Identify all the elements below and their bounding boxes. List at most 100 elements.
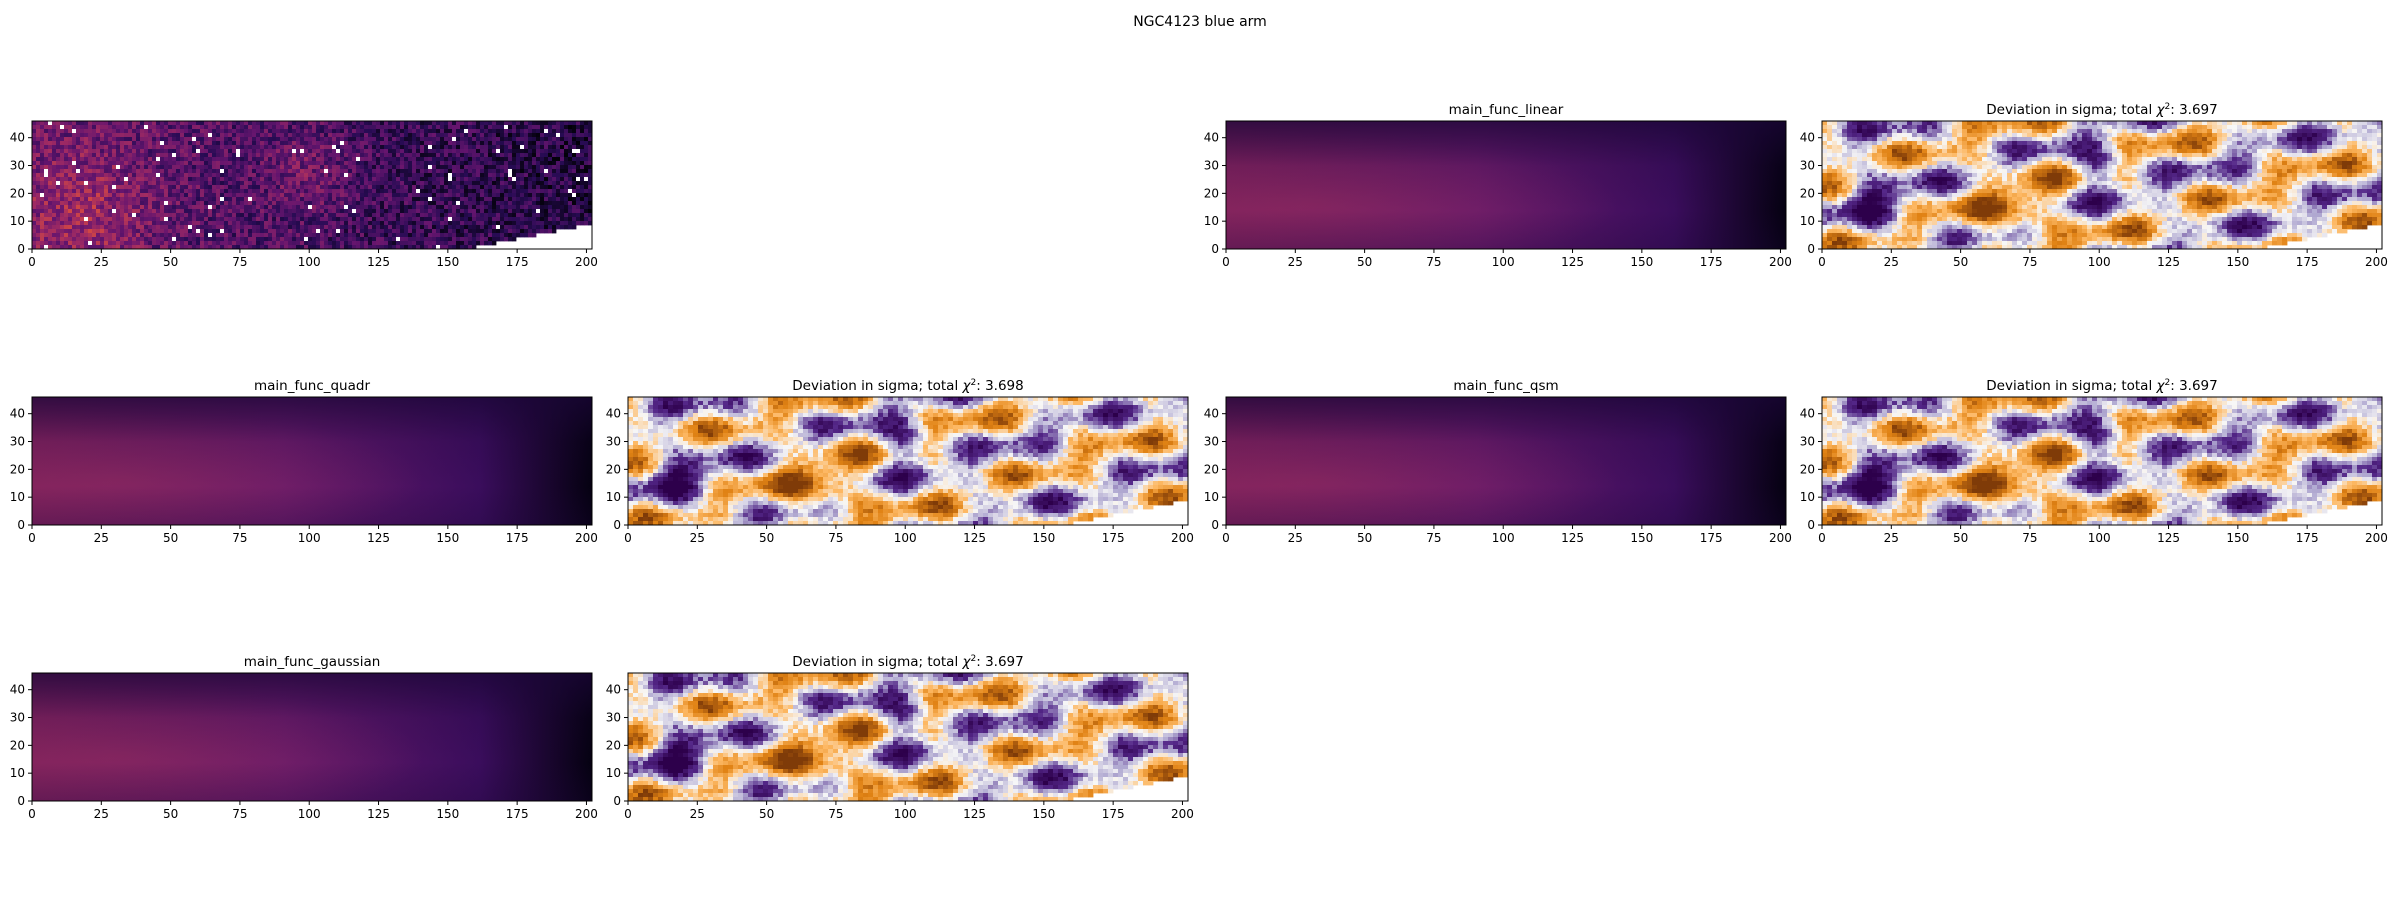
qsm-model-xtick-label: 200 <box>1769 531 1792 545</box>
gaussian-deviation-xtick-label: 75 <box>828 807 843 821</box>
qsm-model-xtick-label: 175 <box>1700 531 1723 545</box>
qsm-deviation-xtick-label: 100 <box>2088 531 2111 545</box>
qsm-deviation-ytick-label: 10 <box>1800 490 1815 504</box>
qsm-deviation-xtick-label: 175 <box>2296 531 2319 545</box>
linear-model-xtick-label: 125 <box>1561 255 1584 269</box>
quadr-deviation-xtick-label: 75 <box>828 531 843 545</box>
gaussian-deviation-ytick-label: 40 <box>606 683 621 697</box>
quadr-deviation-ytick-label: 20 <box>606 462 621 476</box>
linear-deviation-ytick-label: 0 <box>1807 242 1815 256</box>
gaussian-deviation-panel: 0 25 50 75 100 125 150 175 200 0 10 20 30 40 Deviation… <box>606 654 1194 821</box>
data-xtick-label: 0 <box>28 255 36 269</box>
linear-model-xtick-label: 175 <box>1700 255 1723 269</box>
data-ytick-label: 40 <box>10 131 25 145</box>
data-xtick-label: 50 <box>163 255 178 269</box>
gaussian-model-xtick-label: 200 <box>575 807 598 821</box>
linear-deviation-ytick-label: 20 <box>1800 186 1815 200</box>
linear-deviation-xtick-label: 75 <box>2022 255 2037 269</box>
gaussian-model-ytick-label: 0 <box>17 794 25 808</box>
gaussian-model-ytick-label: 40 <box>10 683 25 697</box>
qsm-deviation-panel: 0 25 50 75 100 125 150 175 200 0 10 20 30 40 Deviation… <box>1800 378 2388 545</box>
quadr-deviation-xtick-label: 50 <box>759 531 774 545</box>
qsm-deviation-ytick-label: 0 <box>1807 518 1815 532</box>
qsm-model-ytick-label: 0 <box>1211 518 1219 532</box>
qsm-model-xtick-label: 150 <box>1630 531 1653 545</box>
gaussian-model-ytick-label: 30 <box>10 711 25 725</box>
linear-deviation-xtick-label: 100 <box>2088 255 2111 269</box>
quadr-deviation-panel: 0 25 50 75 100 125 150 175 200 0 10 20 30 40 Deviation… <box>606 378 1194 545</box>
quadr-model-xtick-label: 50 <box>163 531 178 545</box>
linear-model-xtick-label: 200 <box>1769 255 1792 269</box>
quadr-deviation-title: Deviation in sigma; total χ2: 3.698 <box>792 378 1023 394</box>
linear-model-ytick-label: 0 <box>1211 242 1219 256</box>
quadr-deviation-image <box>628 397 1188 525</box>
data-image <box>32 121 592 249</box>
qsm-model-axes-frame <box>1225 396 1787 526</box>
linear-model-axes-frame <box>1225 120 1787 250</box>
gaussian-deviation-xtick-label: 25 <box>690 807 705 821</box>
quadr-model-xtick-label: 125 <box>367 531 390 545</box>
quadr-model-panel: 0 25 50 75 100 125 150 175 200 0 10 20 30 40 main_func… <box>10 378 598 545</box>
qsm-deviation-ytick-label: 40 <box>1800 407 1815 421</box>
quadr-model-xtick-label: 150 <box>436 531 459 545</box>
qsm-model-ytick-label: 40 <box>1204 407 1219 421</box>
qsm-model-xtick-label: 100 <box>1492 531 1515 545</box>
quadr-deviation-ytick-label: 30 <box>606 435 621 449</box>
gaussian-model-image <box>32 673 592 801</box>
qsm-model-ytick-label: 30 <box>1204 435 1219 449</box>
linear-model-xtick-label: 75 <box>1426 255 1441 269</box>
linear-model-xtick-label: 0 <box>1222 255 1230 269</box>
quadr-model-title: main_func_quadr <box>254 378 370 394</box>
linear-deviation-image <box>1822 121 2382 249</box>
gaussian-deviation-ytick-label: 20 <box>606 738 621 752</box>
linear-model-xtick-label: 50 <box>1357 255 1372 269</box>
qsm-deviation-axes-frame <box>1821 396 2383 526</box>
gaussian-deviation-axes-frame <box>627 672 1189 802</box>
qsm-model-panel: 0 25 50 75 100 125 150 175 200 0 10 20 30 40 main_func… <box>1204 378 1792 545</box>
linear-model-ytick-label: 10 <box>1204 214 1219 228</box>
quadr-deviation-xtick-label: 125 <box>963 531 986 545</box>
linear-model-panel: 0 25 50 75 100 125 150 175 200 0 10 20 30 40 main_func… <box>1204 102 1792 269</box>
quadr-deviation-ytick-label: 40 <box>606 407 621 421</box>
qsm-model-title: main_func_qsm <box>1453 378 1558 394</box>
quadr-model-xtick-label: 75 <box>232 531 247 545</box>
linear-deviation-xtick-label: 200 <box>2365 255 2388 269</box>
qsm-deviation-xtick-label: 75 <box>2022 531 2037 545</box>
quadr-deviation-xtick-label: 25 <box>690 531 705 545</box>
data-xtick-label: 125 <box>367 255 390 269</box>
gaussian-deviation-xtick-label: 100 <box>894 807 917 821</box>
quadr-model-ytick-label: 30 <box>10 435 25 449</box>
qsm-model-xtick-label: 125 <box>1561 531 1584 545</box>
linear-model-image <box>1226 121 1786 249</box>
gaussian-model-xtick-label: 50 <box>163 807 178 821</box>
linear-deviation-xtick-label: 25 <box>1884 255 1899 269</box>
gaussian-model-ytick-label: 10 <box>10 766 25 780</box>
quadr-model-xtick-label: 175 <box>506 531 529 545</box>
qsm-model-xtick-label: 75 <box>1426 531 1441 545</box>
quadr-model-xtick-label: 100 <box>298 531 321 545</box>
linear-deviation-xtick-label: 175 <box>2296 255 2319 269</box>
linear-model-xtick-label: 150 <box>1630 255 1653 269</box>
data-xtick-label: 150 <box>436 255 459 269</box>
quadr-deviation-xtick-label: 175 <box>1102 531 1125 545</box>
data-ytick-label: 0 <box>17 242 25 256</box>
qsm-model-ytick-label: 20 <box>1204 462 1219 476</box>
data-xtick-label: 200 <box>575 255 598 269</box>
data-axes-frame <box>31 120 593 250</box>
quadr-deviation-axes-frame <box>627 396 1189 526</box>
linear-deviation-xtick-label: 125 <box>2157 255 2180 269</box>
quadr-model-xtick-label: 0 <box>28 531 36 545</box>
linear-model-title: main_func_linear <box>1449 102 1564 118</box>
linear-deviation-ytick-label: 10 <box>1800 214 1815 228</box>
qsm-deviation-xtick-label: 125 <box>2157 531 2180 545</box>
gaussian-model-xtick-label: 125 <box>367 807 390 821</box>
linear-model-xtick-label: 25 <box>1288 255 1303 269</box>
gaussian-deviation-ytick-label: 30 <box>606 711 621 725</box>
quadr-deviation-xtick-label: 150 <box>1032 531 1055 545</box>
gaussian-deviation-xtick-label: 50 <box>759 807 774 821</box>
quadr-model-xtick-label: 25 <box>94 531 109 545</box>
linear-model-ytick-label: 40 <box>1204 131 1219 145</box>
gaussian-deviation-xtick-label: 200 <box>1171 807 1194 821</box>
linear-deviation-axes-frame <box>1821 120 2383 250</box>
